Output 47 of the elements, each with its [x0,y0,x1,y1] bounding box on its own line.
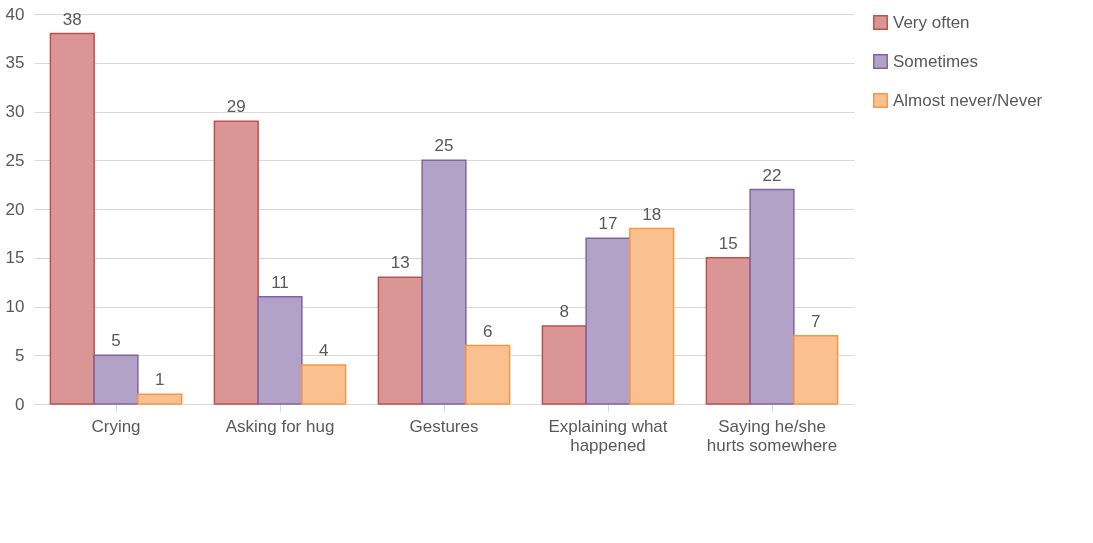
data-label: 11 [271,272,289,292]
bar [257,296,303,405]
y-tick-label: 25 [5,150,25,170]
y-tick-label: 10 [5,297,25,316]
bar [629,227,675,405]
bar [301,364,347,405]
x-tick-label: Asking for hug [225,416,335,436]
bar [465,344,511,405]
data-label: 17 [598,214,618,234]
y-tick-label: 30 [5,102,25,121]
bar [421,159,467,405]
bar [541,325,587,405]
y-tick-label: 35 [5,53,25,73]
x-tick-label: Saying he/she hurts somewhere [706,416,838,455]
data-label: 1 [155,370,165,390]
data-label: 25 [434,136,454,156]
legend-label: Very often [893,12,970,32]
bar [793,335,839,405]
x-tick-label: Crying [91,416,141,436]
data-label: 15 [718,233,738,253]
bar [377,276,423,405]
y-tick-label: 15 [5,248,25,268]
y-tick-label: 20 [5,199,25,219]
legend-label: Sometimes [893,51,979,71]
bar [137,393,183,405]
bar [585,237,631,405]
y-tick-label: 5 [15,345,25,365]
y-tick-label: 40 [5,4,25,24]
data-label: 7 [811,311,821,331]
data-label: 22 [762,165,782,185]
y-tick-label: 0 [15,394,25,414]
legend-label: Almost never/Never [893,90,1043,110]
data-label: 5 [111,331,121,351]
data-label: 8 [559,302,569,321]
bar [749,188,795,405]
bar [93,354,139,405]
bar [49,32,95,405]
x-tick-label: Gestures [409,416,479,436]
data-label: 29 [226,97,246,117]
x-tick-label: Explaining what happened [548,416,668,455]
bar [213,120,259,405]
data-label: 4 [319,341,329,360]
data-label: 18 [642,204,662,224]
bar [705,257,751,405]
data-label: 6 [483,321,493,341]
data-label: 38 [62,9,82,29]
data-label: 13 [390,253,410,273]
